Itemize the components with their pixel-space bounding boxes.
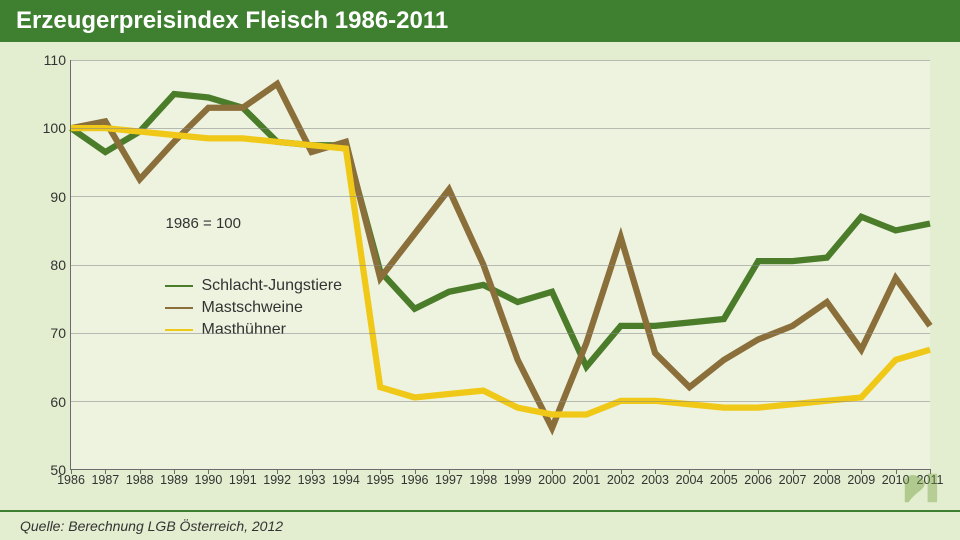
page-root: Erzeugerpreisindex Fleisch 1986-2011 198…	[0, 0, 960, 540]
x-axis-tick	[827, 469, 828, 474]
x-axis-tick	[793, 469, 794, 474]
x-axis-tick	[861, 469, 862, 474]
legend-label: Schlacht-Jungstiere	[201, 277, 342, 295]
legend-swatch	[165, 307, 193, 309]
x-axis-tick	[655, 469, 656, 474]
grid-line	[71, 128, 930, 129]
y-axis-label: 100	[26, 120, 66, 136]
x-axis-tick	[346, 469, 347, 474]
x-axis-tick	[105, 469, 106, 474]
y-axis-label: 90	[26, 189, 66, 205]
grid-line	[71, 401, 930, 402]
header-bar: Erzeugerpreisindex Fleisch 1986-2011	[0, 0, 960, 42]
x-axis-tick	[518, 469, 519, 474]
legend-swatch	[165, 285, 193, 287]
legend-item: Schlacht-Jungstiere	[165, 277, 342, 295]
x-axis-tick	[174, 469, 175, 474]
x-axis-tick	[758, 469, 759, 474]
x-axis-tick	[586, 469, 587, 474]
grid-line	[71, 265, 930, 266]
baseline-note: 1986 = 100	[165, 215, 241, 232]
x-axis-tick	[243, 469, 244, 474]
legend-item: Masthühner	[165, 321, 342, 339]
footer-bar: Quelle: Berechnung LGB Österreich, 2012	[0, 510, 960, 540]
x-axis-tick	[689, 469, 690, 474]
y-axis-label: 50	[26, 462, 66, 478]
legend-item: Mastschweine	[165, 299, 342, 317]
x-axis-tick	[552, 469, 553, 474]
y-axis-label: 70	[26, 325, 66, 341]
x-axis-tick	[312, 469, 313, 474]
x-axis-tick	[71, 469, 72, 474]
x-axis-tick	[208, 469, 209, 474]
grid-line	[71, 60, 930, 61]
x-axis-tick	[724, 469, 725, 474]
page-title: Erzeugerpreisindex Fleisch 1986-2011	[16, 7, 448, 35]
y-axis-label: 110	[26, 52, 66, 68]
x-axis-tick	[449, 469, 450, 474]
plot-area: 1986 = 100 Schlacht-Jungstiere Mastschwei…	[70, 60, 930, 470]
legend-label: Masthühner	[201, 321, 286, 339]
y-axis-label: 60	[26, 394, 66, 410]
x-axis-tick	[483, 469, 484, 474]
series-line	[71, 128, 930, 414]
source-text: Quelle: Berechnung LGB Österreich, 2012	[20, 518, 283, 534]
legend-swatch	[165, 329, 193, 331]
x-axis-tick	[380, 469, 381, 474]
y-axis-label: 80	[26, 257, 66, 273]
x-axis-tick	[277, 469, 278, 474]
grid-line	[71, 333, 930, 334]
x-axis-tick	[415, 469, 416, 474]
x-axis-tick	[621, 469, 622, 474]
x-axis-tick	[140, 469, 141, 474]
legend-label: Mastschweine	[201, 299, 302, 317]
x-axis-tick	[896, 469, 897, 474]
grid-line	[71, 196, 930, 197]
chart-container: 1986 = 100 Schlacht-Jungstiere Mastschwei…	[20, 50, 940, 500]
ministry-logo	[900, 468, 940, 506]
